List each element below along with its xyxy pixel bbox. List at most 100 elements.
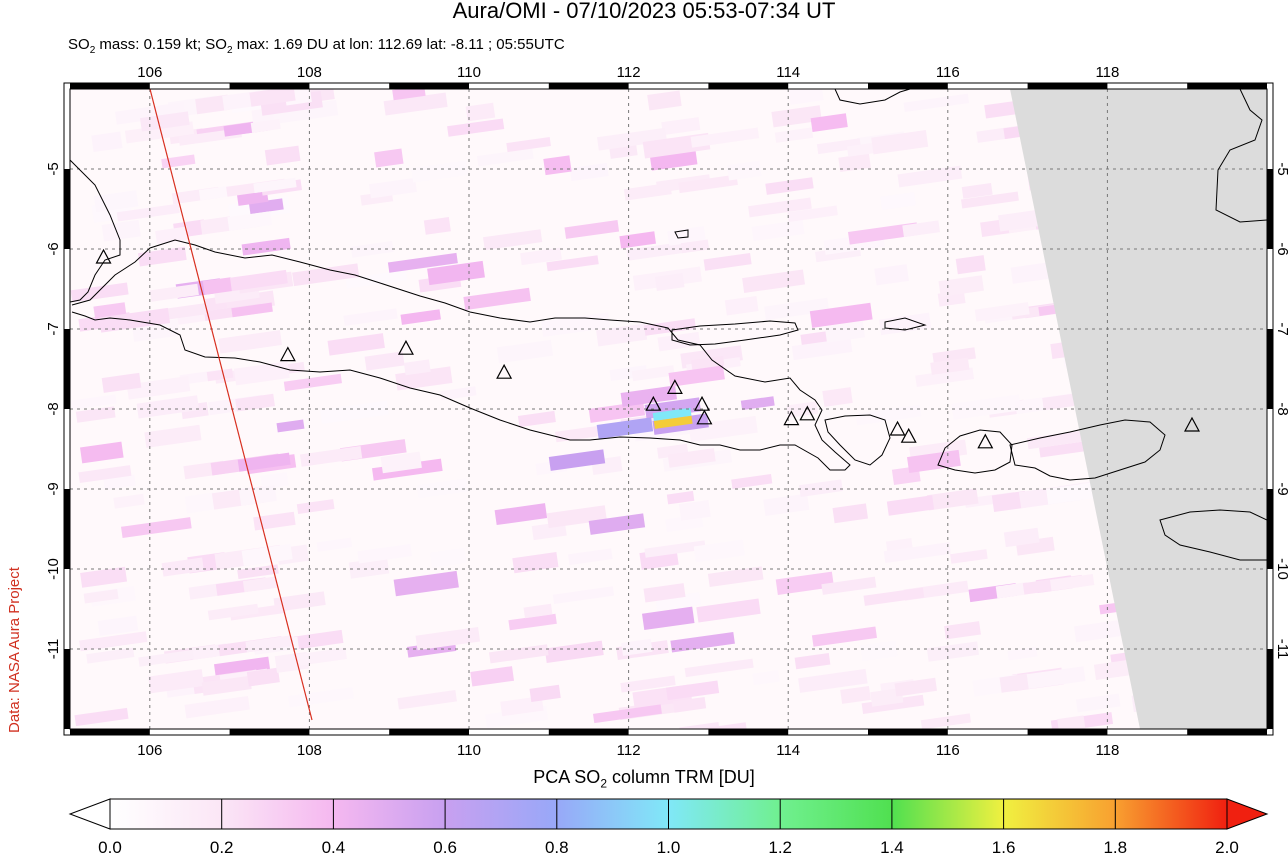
lat-tick-label-left: -9 bbox=[45, 482, 62, 495]
so2-pixel bbox=[237, 564, 279, 580]
so2-pixel bbox=[299, 445, 363, 467]
so2-pixel bbox=[860, 640, 898, 661]
so2-pixel bbox=[70, 394, 117, 410]
so2-pixel bbox=[861, 694, 925, 714]
so2-pixel bbox=[546, 505, 607, 529]
volcano-triangle-icon bbox=[95, 248, 112, 264]
so2-pixel bbox=[552, 586, 615, 605]
so2-pixel bbox=[238, 485, 277, 506]
volcano-triangle-icon bbox=[900, 427, 917, 443]
volcano-triangle-icon bbox=[279, 346, 296, 362]
so2-pixel bbox=[654, 273, 685, 292]
so2-pixel bbox=[848, 222, 919, 245]
so2-pixel bbox=[231, 302, 273, 318]
axis-tick-labels: 106 106 108 108 110 110 112 112 114 114 116 116 118 1… bbox=[45, 64, 1288, 759]
so2-pixel bbox=[250, 118, 281, 133]
so2-pixel bbox=[1046, 482, 1094, 505]
coastline-java-north bbox=[71, 239, 851, 471]
so2-pixel bbox=[824, 320, 866, 343]
so2-pixel bbox=[879, 312, 932, 336]
so2-pixel bbox=[242, 576, 278, 593]
so2-pixel bbox=[198, 185, 231, 201]
so2-pixel bbox=[202, 277, 233, 295]
coastline-sumatra-tip bbox=[70, 159, 121, 303]
so2-pixel bbox=[840, 685, 871, 704]
so2-pixel bbox=[944, 621, 981, 640]
so2-pixel bbox=[938, 275, 984, 297]
coastline-kangean bbox=[884, 317, 927, 331]
so2-pixel bbox=[701, 722, 748, 729]
so2-pixel bbox=[620, 675, 676, 693]
coastline-sumba bbox=[1159, 509, 1267, 561]
so2-pixel bbox=[775, 571, 835, 595]
so2-pixel bbox=[597, 127, 667, 151]
volcano-triangle-icon bbox=[799, 405, 816, 421]
border-bar bbox=[389, 729, 469, 735]
so2-pixel bbox=[79, 631, 148, 652]
lat-tick-label-right: -11 bbox=[1274, 639, 1288, 660]
so2-pixel bbox=[482, 229, 543, 251]
so2-plume-pixel bbox=[620, 385, 678, 407]
so2-pixel bbox=[241, 237, 291, 256]
so2-pixel bbox=[926, 488, 979, 511]
volcano-markers bbox=[95, 248, 1200, 449]
border-bar bbox=[1027, 729, 1108, 735]
so2-pixel bbox=[811, 626, 877, 647]
colorbar-tick-label: 1.4 bbox=[880, 838, 904, 855]
outer-border bbox=[63, 82, 1274, 736]
lon-tick-label-bottom: 118 bbox=[1095, 742, 1119, 759]
so2-pixel bbox=[496, 339, 554, 364]
so2-pixel bbox=[883, 542, 951, 563]
so2-pixel bbox=[926, 641, 979, 662]
so2-pixel bbox=[673, 696, 707, 713]
so2-pixel bbox=[680, 239, 710, 254]
so2-pixel bbox=[264, 145, 301, 166]
so2-pixel bbox=[348, 557, 390, 579]
so2-pixel bbox=[751, 219, 805, 242]
so2-pixel bbox=[955, 255, 986, 275]
so2-pixel bbox=[148, 669, 205, 694]
so2-pixel bbox=[809, 302, 873, 328]
so2-pixel bbox=[149, 283, 199, 302]
border-bar bbox=[1187, 729, 1267, 735]
so2-pixel bbox=[950, 549, 988, 564]
so2-pixel bbox=[880, 192, 916, 210]
lon-tick-label-top: 118 bbox=[1095, 64, 1119, 81]
so2-plume-pixel bbox=[588, 513, 646, 535]
so2-pixel bbox=[206, 368, 234, 382]
so2-pixel bbox=[86, 647, 135, 664]
so2-pixel bbox=[465, 102, 496, 122]
so2-pixel bbox=[832, 503, 869, 524]
volcano-triangle-icon bbox=[666, 379, 683, 394]
so2-pixel bbox=[593, 704, 662, 724]
so2-pixel bbox=[241, 543, 293, 567]
so2-pixel bbox=[283, 373, 342, 392]
lon-tick-label-bottom: 110 bbox=[457, 742, 481, 759]
so2-pixel bbox=[740, 396, 775, 411]
so2-pixel bbox=[1007, 647, 1038, 661]
lon-tick-label-top: 112 bbox=[617, 64, 641, 81]
so2-pixel bbox=[423, 216, 451, 235]
colorbar-ticks: 0.0 0.2 0.4 0.6 0.8 1.0 1.2 1.4 1.6 1.8 2.0 bbox=[98, 799, 1239, 855]
border-bar bbox=[1027, 83, 1108, 89]
lat-lon-grid bbox=[70, 89, 1267, 729]
so2-pixel bbox=[364, 351, 405, 371]
border-bar bbox=[70, 729, 150, 735]
so2-pixel bbox=[400, 309, 441, 325]
so2-pixel bbox=[690, 355, 725, 370]
so2-pixel bbox=[476, 148, 534, 167]
so2-pixel bbox=[731, 474, 773, 489]
so2-pixel bbox=[161, 557, 204, 577]
so2-pixel bbox=[886, 495, 935, 516]
so2-pixel bbox=[345, 270, 408, 289]
so2-pixel bbox=[1075, 693, 1121, 713]
so2-pixel bbox=[1027, 429, 1093, 450]
coastline-sulawesi bbox=[1215, 89, 1267, 223]
lat-tick-label-left: -10 bbox=[45, 558, 62, 580]
so2-pixel bbox=[470, 666, 515, 687]
so2-pixel bbox=[569, 162, 609, 182]
max-text: max: 1.69 DU at lon: 112.69 lat: -8.11 ;… bbox=[232, 36, 565, 53]
mass-subscript: 2 bbox=[89, 45, 96, 56]
so2-pixel bbox=[246, 667, 280, 687]
so2-pixel bbox=[463, 287, 531, 311]
